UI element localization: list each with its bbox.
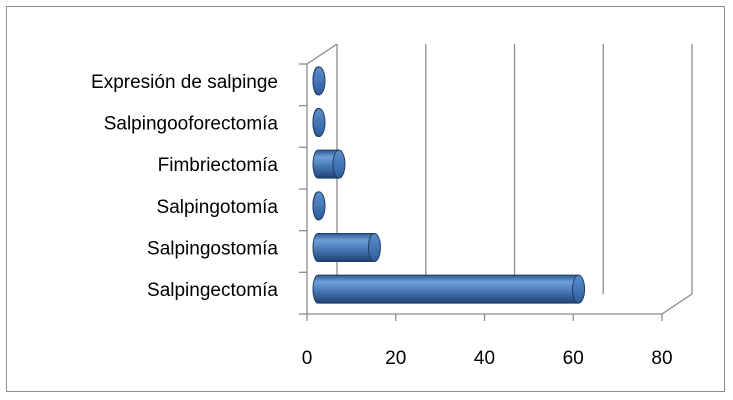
category-label-5: Salpingooforectomía — [104, 114, 279, 135]
bar-1 — [312, 274, 586, 304]
x-tick-label-40: 40 — [474, 348, 495, 369]
bar-cap — [312, 66, 326, 96]
x-tick-label-80: 80 — [651, 348, 672, 369]
bar-6 — [312, 66, 326, 96]
category-label-1: Salpingectomía — [147, 280, 278, 301]
bars — [312, 66, 586, 304]
category-label-6: Expresión de salpinge — [91, 72, 278, 93]
bar-cap — [332, 149, 346, 179]
bar-2 — [312, 233, 381, 262]
bar-body — [312, 274, 585, 304]
category-label-2: Salpingostomía — [147, 239, 278, 260]
bar-cap — [312, 108, 326, 137]
category-label-3: Salpingotomía — [157, 197, 279, 218]
bar-5 — [312, 108, 326, 137]
chart-frame — [6, 6, 725, 392]
bar-4 — [312, 149, 346, 179]
x-tick-label-60: 60 — [563, 348, 584, 369]
floor-edge-right — [661, 293, 693, 315]
x-tick-label-0: 0 — [302, 348, 313, 369]
bar-3 — [312, 191, 326, 221]
wall-edge-top — [306, 43, 338, 65]
labels: 0 20 40 60 80 Salpingectomía Salpingostomía Sal… — [91, 72, 673, 369]
bar-cap — [312, 191, 326, 221]
x-tick-label-20: 20 — [385, 348, 406, 369]
bar-cap — [367, 233, 381, 262]
bar-cap — [572, 274, 586, 304]
category-label-4: Fimbriectomía — [158, 155, 279, 176]
